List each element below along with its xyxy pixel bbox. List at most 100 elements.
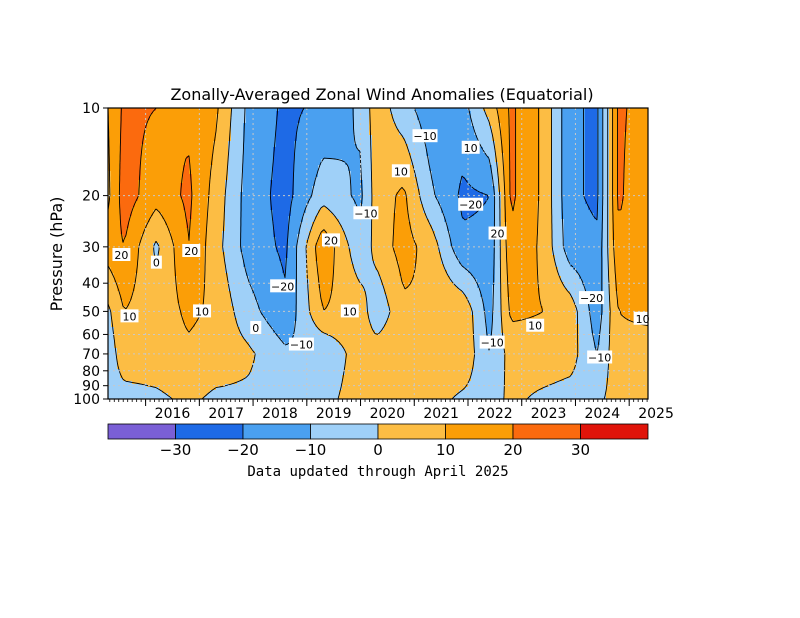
field-cell (594, 132, 598, 136)
field-cell (279, 117, 283, 121)
field-cell (120, 108, 124, 112)
field-cell (120, 135, 124, 139)
field-cell (147, 150, 151, 154)
field-cell (237, 111, 241, 115)
field-cell (381, 123, 385, 127)
field-cell (495, 150, 499, 154)
field-cell (519, 150, 523, 154)
field-cell (612, 132, 616, 136)
field-cell (504, 138, 508, 142)
field-cell (309, 144, 313, 148)
field-cell (378, 117, 382, 121)
field-cell (243, 153, 247, 157)
field-cell (366, 120, 370, 124)
field-cell (333, 108, 337, 112)
field-cell (429, 123, 433, 127)
field-cell (519, 114, 523, 118)
field-cell (609, 135, 613, 139)
field-cell (150, 138, 154, 142)
field-cell (165, 129, 169, 133)
field-cell (252, 138, 256, 142)
field-cell (108, 150, 112, 154)
field-cell (291, 126, 295, 130)
field-cell (531, 129, 535, 133)
field-cell (363, 147, 367, 151)
field-cell (633, 120, 637, 124)
field-cell (396, 108, 400, 112)
field-cell (618, 120, 622, 124)
field-cell (273, 147, 277, 151)
field-cell (468, 129, 472, 133)
field-cell (171, 153, 175, 157)
field-cell (534, 123, 538, 127)
field-cell (273, 108, 277, 112)
field-cell (540, 114, 544, 118)
field-cell (333, 138, 337, 142)
field-cell (111, 144, 115, 148)
field-cell (360, 135, 364, 139)
field-cell (195, 135, 199, 139)
field-cell (303, 114, 307, 118)
field-cell (354, 117, 358, 121)
field-cell (300, 135, 304, 139)
field-cell (438, 144, 442, 148)
field-cell (198, 120, 202, 124)
field-cell (528, 123, 532, 127)
field-cell (609, 129, 613, 133)
field-cell (468, 123, 472, 127)
field-cell (117, 147, 121, 151)
field-cell (249, 111, 253, 115)
field-cell (408, 114, 412, 118)
field-cell (216, 141, 220, 145)
field-cell (570, 120, 574, 124)
field-cell (225, 135, 229, 139)
field-cell (549, 147, 553, 151)
field-cell (480, 114, 484, 118)
field-cell (378, 147, 382, 151)
field-cell (423, 120, 427, 124)
field-cell (336, 138, 340, 142)
field-cell (246, 126, 250, 130)
field-cell (312, 150, 316, 154)
field-cell (216, 132, 220, 136)
field-cell (111, 150, 115, 154)
field-cell (132, 147, 136, 151)
field-cell (600, 114, 604, 118)
field-cell (108, 129, 112, 133)
field-cell (324, 114, 328, 118)
field-cell (342, 126, 346, 130)
field-cell (636, 138, 640, 142)
field-cell (609, 132, 613, 136)
field-cell (411, 114, 415, 118)
field-cell (267, 132, 271, 136)
field-cell (309, 111, 313, 115)
field-cell (144, 144, 148, 148)
field-cell (450, 114, 454, 118)
field-cell (546, 114, 550, 118)
field-cell (642, 147, 646, 151)
field-cell (504, 150, 508, 154)
field-cell (360, 126, 364, 130)
field-cell (444, 135, 448, 139)
field-cell (510, 123, 514, 127)
field-cell (420, 117, 424, 121)
field-cell (300, 114, 304, 118)
field-cell (636, 129, 640, 133)
field-cell (627, 144, 631, 148)
field-cell (123, 135, 127, 139)
field-cell (186, 147, 190, 151)
field-cell (324, 111, 328, 115)
field-cell (360, 141, 364, 145)
field-cell (123, 117, 127, 121)
field-cell (345, 120, 349, 124)
field-cell (393, 120, 397, 124)
field-cell (543, 120, 547, 124)
field-cell (627, 141, 631, 145)
field-cell (120, 120, 124, 124)
field-cell (561, 120, 565, 124)
field-cell (495, 126, 499, 130)
field-cell (381, 129, 385, 133)
field-cell (342, 144, 346, 148)
field-cell (546, 111, 550, 115)
field-cell (636, 132, 640, 136)
